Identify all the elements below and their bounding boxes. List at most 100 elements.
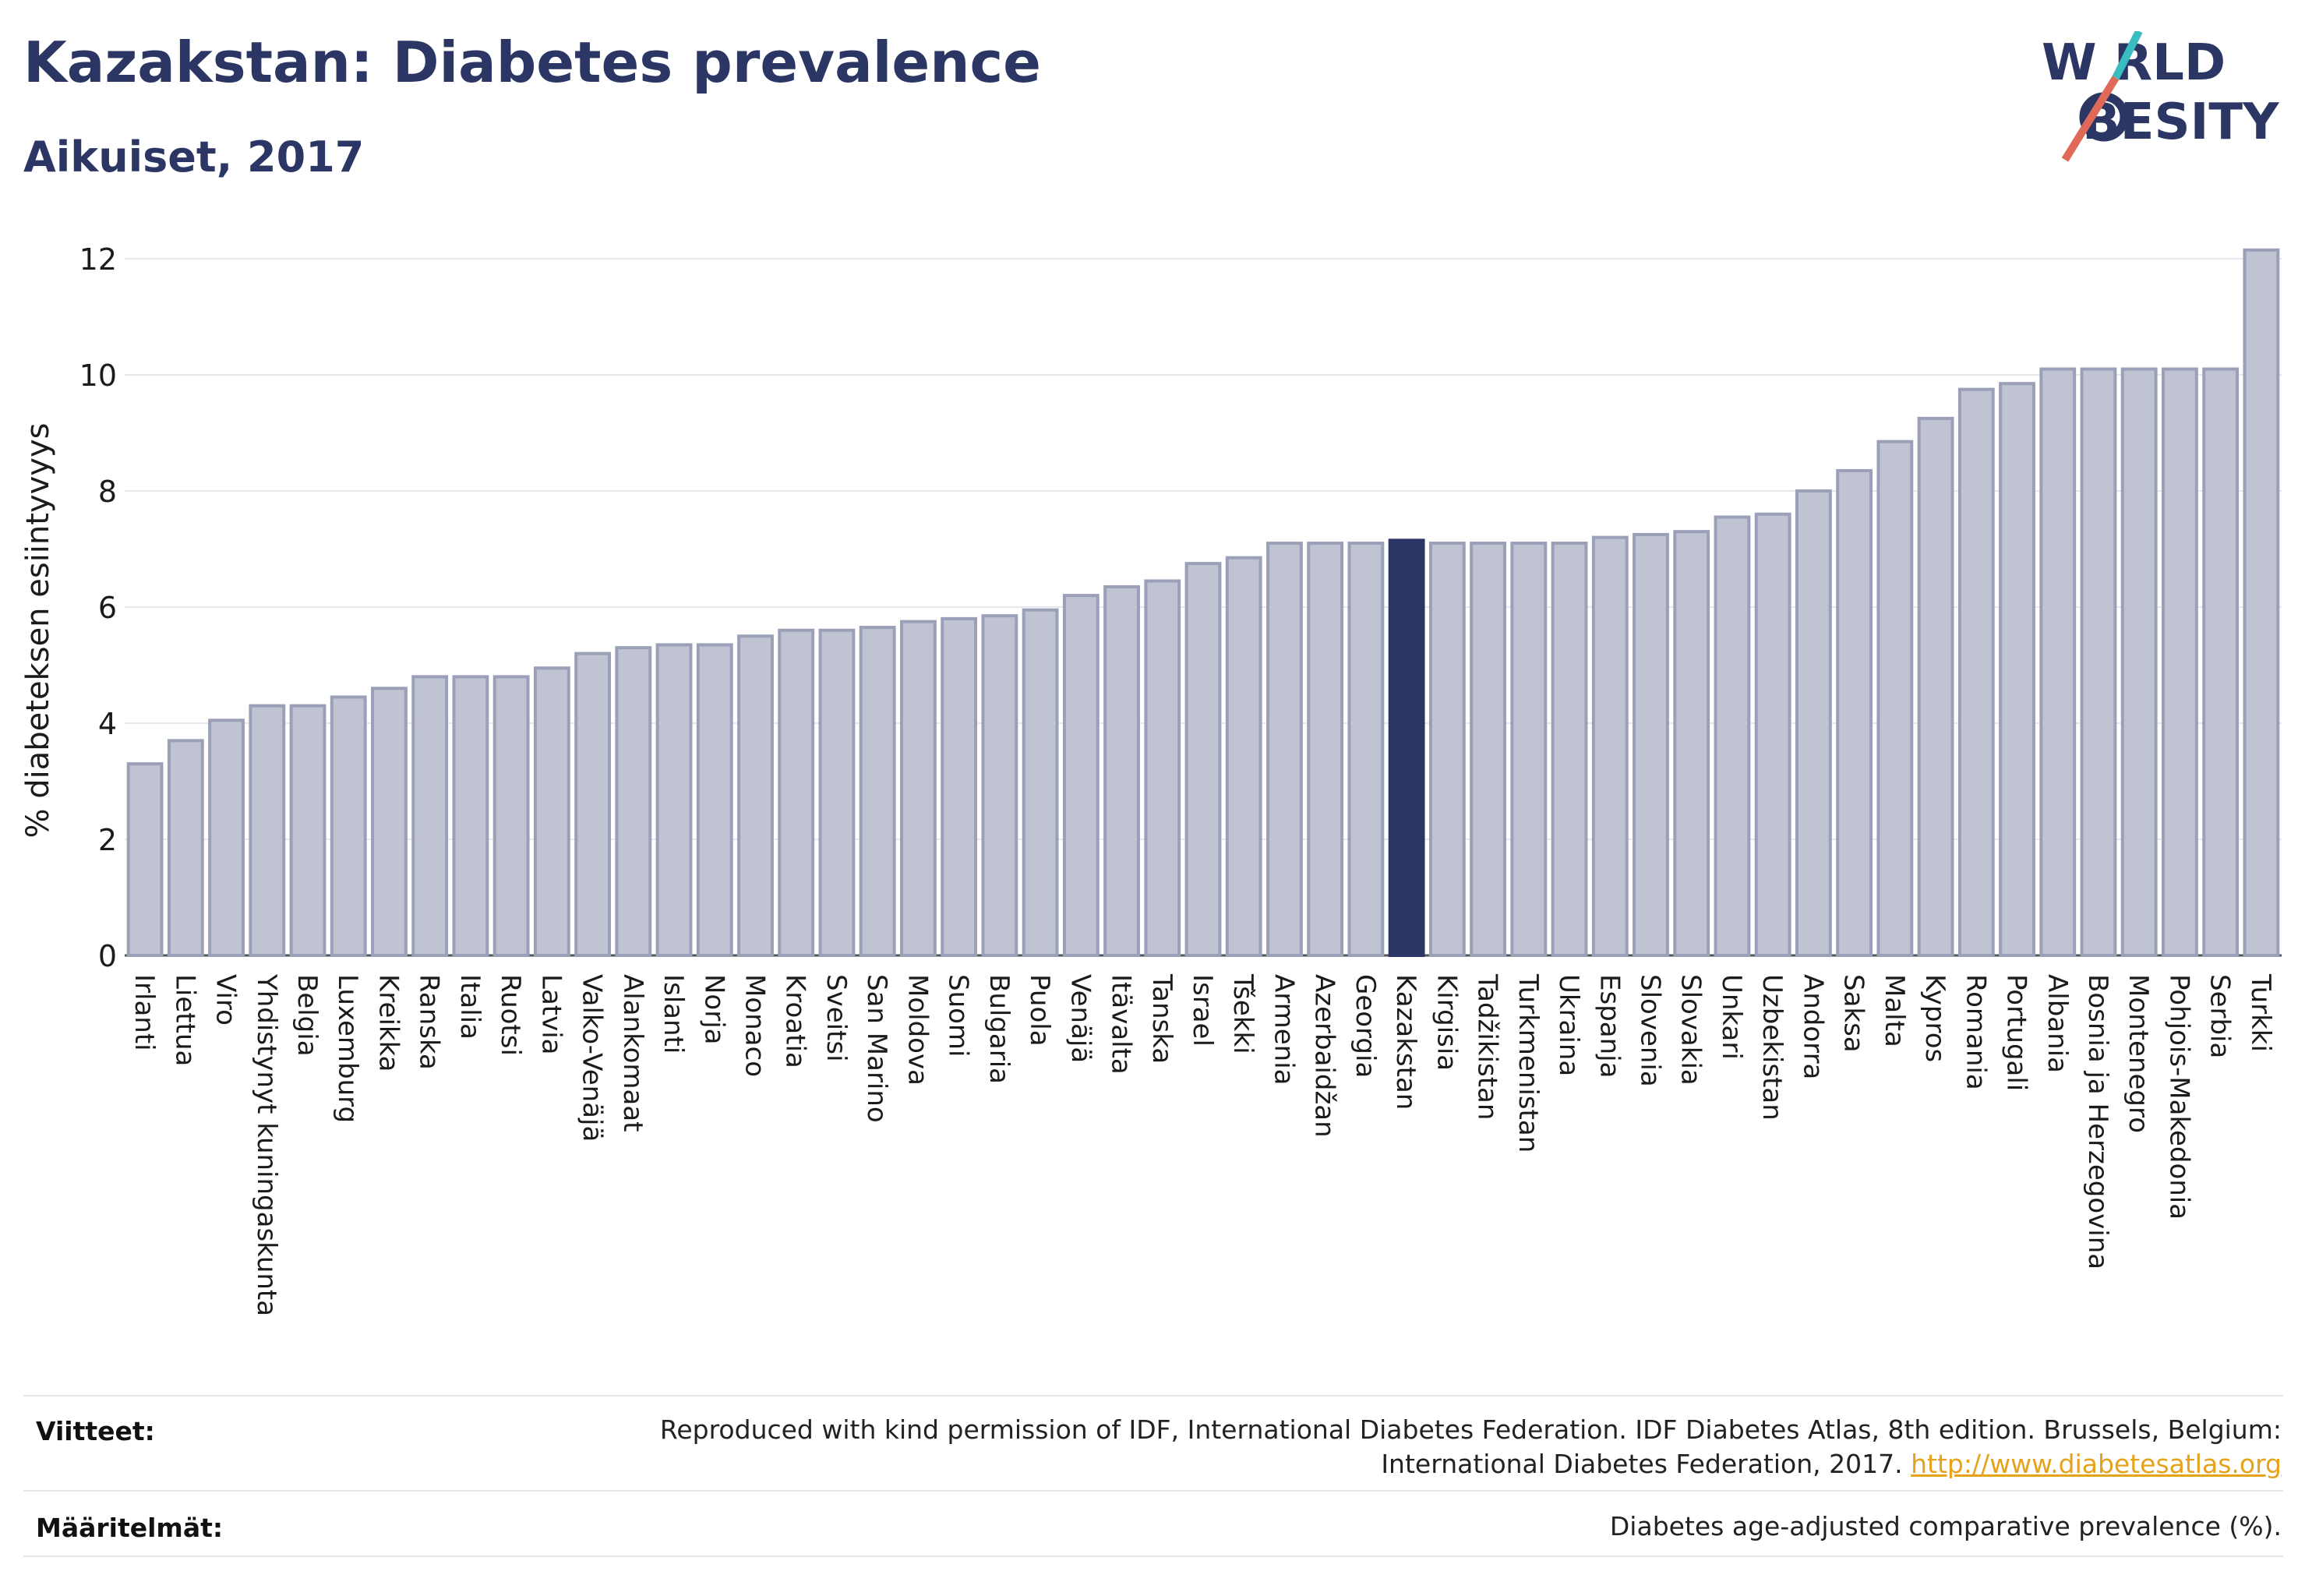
bar: [778, 628, 815, 957]
x-tick-label: Alankomaat: [617, 974, 648, 1132]
x-tick-label: Itävalta: [1106, 974, 1137, 1075]
x-tick-label: Saksa: [1838, 974, 1869, 1053]
bar: [2243, 248, 2280, 957]
x-tick-label: Tadžikistan: [1472, 973, 1503, 1120]
x-tick-label: Montenegro: [2123, 974, 2154, 1133]
bar: [492, 675, 530, 958]
bar: [2202, 367, 2240, 957]
footer-divider: [23, 1490, 2283, 1492]
x-axis-labels: Irlanti Liettua Viro Yhdistynyt kuningaskun…: [129, 973, 2276, 1316]
x-tick-label: Venäjä: [1064, 974, 1096, 1063]
x-tick-label: Monaco: [740, 974, 771, 1077]
x-tick-label: Slovenia: [1634, 974, 1665, 1087]
bar: [1957, 387, 1995, 957]
x-tick-label: Andorra: [1797, 974, 1828, 1079]
x-tick-label: Turkmenistan: [1513, 973, 1544, 1153]
bar-chart: 0 2 4 6 8 10 12 Irlanti Liettua Viro Yhdistynyt k…: [20, 242, 2282, 1316]
bar: [1307, 542, 1344, 957]
diabetes-atlas-link[interactable]: http://www.diabetesatlas.org: [1911, 1449, 2282, 1479]
bar: [1266, 542, 1303, 957]
x-tick-label: Portugali: [2001, 974, 2032, 1091]
x-tick-label: Valko-Venäjä: [577, 974, 608, 1142]
y-tick-label: 2: [98, 823, 117, 857]
x-tick-label: Norja: [698, 974, 729, 1045]
x-tick-label: Armenia: [1268, 974, 1299, 1086]
page-title: Kazakstan: Diabetes prevalence: [23, 30, 1041, 95]
bar: [1633, 532, 1669, 957]
references-text: Reproduced with kind permission of IDF, …: [659, 1414, 2282, 1479]
bar: [330, 695, 367, 957]
x-tick-label: Suomi: [943, 974, 974, 1058]
bar: [1470, 542, 1506, 957]
bars-layer: [126, 248, 2280, 958]
x-tick-label: Kreikka: [372, 974, 404, 1072]
bar-highlighted: [1388, 538, 1425, 957]
bar: [452, 675, 489, 958]
bar: [1225, 556, 1262, 957]
x-tick-label: Latvia: [535, 974, 567, 1055]
bar: [1428, 542, 1466, 957]
bar: [533, 666, 570, 957]
x-tick-label: Israel: [1187, 974, 1218, 1047]
footer-divider: [23, 1395, 2283, 1396]
bar: [371, 687, 408, 957]
bar: [1144, 579, 1181, 957]
x-tick-label: Kazakstan: [1390, 974, 1421, 1110]
x-tick-label: Slovakia: [1675, 974, 1707, 1086]
x-tick-label: Serbia: [2204, 974, 2236, 1058]
x-tick-label: Azerbaidžan: [1309, 974, 1340, 1138]
x-tick-label: Moldova: [902, 974, 933, 1086]
bar: [1795, 489, 1832, 957]
footer-divider: [23, 1555, 2283, 1557]
bar: [1999, 382, 2035, 957]
x-tick-label: Albania: [2042, 974, 2073, 1073]
x-tick-label: Puola: [1024, 974, 1055, 1047]
bar: [981, 614, 1018, 957]
bar: [411, 675, 449, 958]
x-tick-label: Irlanti: [129, 974, 160, 1051]
x-tick-label: San Marino: [861, 974, 892, 1123]
page-subtitle: Aikuiset, 2017: [23, 132, 365, 182]
world-obesity-logo: W RLD BESITY: [2042, 31, 2279, 162]
y-tick-label: 0: [98, 939, 117, 973]
bar: [1103, 584, 1140, 957]
y-axis-label: % diabeteksen esiintyvyys: [20, 423, 56, 839]
bar: [737, 634, 774, 957]
y-tick-label: 8: [98, 475, 117, 509]
y-tick-label: 10: [79, 358, 117, 393]
x-tick-label: Kirgisia: [1431, 974, 1462, 1071]
bar: [900, 620, 937, 957]
bar: [2080, 367, 2117, 957]
x-tick-label: Ukraina: [1553, 974, 1584, 1076]
bar: [2039, 367, 2077, 957]
x-tick-label: Ranska: [414, 974, 445, 1070]
x-tick-label: Luxemburg: [332, 974, 363, 1123]
x-tick-label: Liettua: [169, 974, 200, 1066]
bar: [574, 651, 612, 957]
bar: [1022, 608, 1059, 957]
x-tick-label: Uzbekistan: [1756, 974, 1788, 1121]
x-tick-label: Yhdistynyt kuningaskunta: [251, 973, 282, 1316]
x-tick-label: Italia: [454, 974, 485, 1040]
bar: [1591, 535, 1629, 957]
bar: [696, 643, 733, 957]
y-tick-label: 6: [98, 591, 117, 625]
bar: [615, 646, 652, 958]
x-tick-label: Romania: [1960, 974, 1991, 1090]
bar: [1510, 542, 1548, 957]
x-tick-label: Bosnia ja Herzegovina: [2082, 974, 2113, 1269]
x-tick-label: Sveitsi: [821, 974, 852, 1062]
x-tick-label: Espanja: [1594, 974, 1625, 1078]
bar: [859, 626, 896, 957]
bar: [1917, 416, 1954, 957]
bar: [2162, 367, 2198, 957]
bar: [208, 719, 245, 958]
bar: [289, 704, 327, 958]
bar: [1754, 512, 1791, 957]
references-label: Viitteet:: [36, 1416, 155, 1446]
bar: [655, 643, 693, 957]
y-tick-label: 4: [98, 707, 117, 741]
bar: [1714, 515, 1751, 957]
bar: [1184, 562, 1222, 957]
y-axis-ticks: 0 2 4 6 8 10 12: [79, 242, 117, 973]
